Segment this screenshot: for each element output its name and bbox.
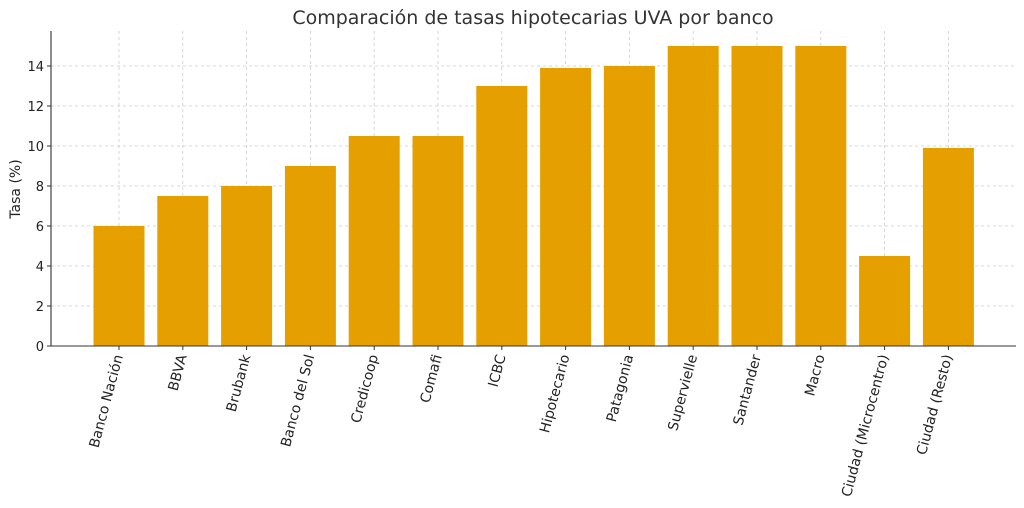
bar bbox=[859, 256, 911, 346]
bar bbox=[922, 148, 974, 346]
chart-title: Comparación de tasas hipotecarias UVA po… bbox=[292, 7, 773, 29]
y-tick-label: 0 bbox=[36, 340, 44, 355]
x-tick-label: Banco Nación bbox=[87, 353, 127, 450]
y-tick-label: 4 bbox=[36, 260, 44, 275]
bar bbox=[284, 166, 336, 346]
x-tick-label: BBVA bbox=[166, 352, 191, 392]
bar bbox=[603, 66, 655, 346]
x-tick-label: ICBC bbox=[486, 353, 510, 389]
bar bbox=[93, 226, 145, 346]
x-tick-label: Banco del Sol bbox=[278, 353, 318, 449]
y-ticks: 0 2 4 6 8 10 12 14 bbox=[27, 60, 51, 355]
bar bbox=[540, 68, 592, 346]
bar bbox=[157, 196, 209, 346]
y-tick-label: 12 bbox=[27, 100, 44, 115]
x-tick-label: Ciudad (Microcentro) bbox=[839, 353, 892, 499]
bars bbox=[93, 46, 974, 346]
y-tick-label: 8 bbox=[36, 180, 44, 195]
bar bbox=[348, 136, 400, 346]
bar bbox=[221, 186, 273, 346]
y-axis-label: Tasa (%) bbox=[8, 159, 24, 219]
y-tick-label: 10 bbox=[27, 140, 44, 155]
bar bbox=[412, 136, 464, 346]
x-tick-label: Brubank bbox=[224, 352, 255, 414]
x-tick-label: Patagonia bbox=[604, 353, 637, 424]
x-tick-label: Macro bbox=[802, 353, 828, 398]
y-tick-label: 2 bbox=[36, 300, 44, 315]
bar bbox=[667, 46, 719, 346]
x-ticks: Banco Nación BBVA Brubank Banco del Sol Cred… bbox=[87, 346, 956, 499]
bar bbox=[731, 46, 783, 346]
x-tick-label: Hipotecario bbox=[537, 353, 573, 435]
bar bbox=[476, 86, 528, 346]
y-tick-label: 6 bbox=[36, 220, 44, 235]
bar bbox=[795, 46, 847, 346]
axes bbox=[50, 31, 1016, 347]
x-tick-label: Credicoop bbox=[348, 353, 382, 425]
x-tick-label: Ciudad (Resto) bbox=[914, 353, 956, 457]
y-tick-label: 14 bbox=[27, 60, 44, 75]
x-tick-label: Comafi bbox=[418, 353, 446, 405]
x-tick-label: Supervielle bbox=[665, 353, 701, 433]
x-tick-label: Santander bbox=[731, 353, 765, 427]
